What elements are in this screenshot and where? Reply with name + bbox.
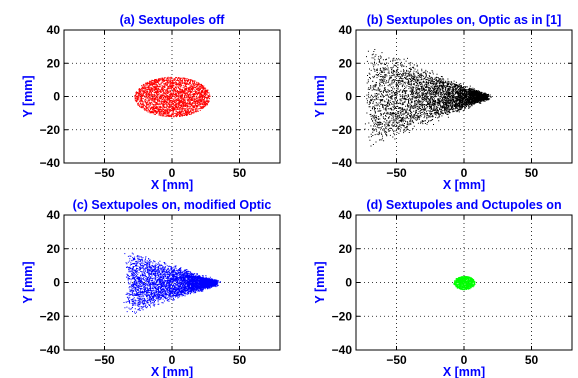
x-tick-label: 50 [233, 353, 247, 367]
y-tick-label: 40 [339, 208, 353, 222]
scatter-point [453, 275, 476, 291]
x-tick-label: 0 [169, 353, 176, 367]
x-tick-label: −50 [94, 166, 115, 180]
y-tick-label: −40 [332, 343, 353, 357]
y-tick-label: 20 [339, 56, 353, 70]
x-tick-label: 50 [233, 166, 247, 180]
y-axis-label: Y [mm] [21, 261, 35, 303]
scatter-points [134, 76, 211, 118]
scatter-points [453, 275, 476, 291]
y-tick-label: 20 [47, 242, 61, 256]
x-tick-label: 0 [461, 166, 468, 180]
x-tick-label: −50 [386, 353, 407, 367]
y-axis-label: Y [mm] [313, 261, 327, 303]
x-axis-label: X [mm] [151, 178, 193, 192]
y-tick-label: −40 [40, 156, 61, 170]
scatter-point [123, 252, 221, 314]
panel-a: −50 0 50 −40 −20 0 20 40 (a) Sextupoles off X [mm… [21, 13, 281, 192]
x-axis-label: X [mm] [443, 365, 485, 378]
y-tick-label: 40 [47, 23, 61, 37]
y-tick-label: −20 [40, 123, 61, 137]
x-tick-label: 0 [461, 353, 468, 367]
x-tick-label: −50 [94, 353, 115, 367]
x-axis-label: X [mm] [443, 178, 485, 192]
scatter-points [364, 49, 492, 147]
panel-title: (c) Sextupoles on, modified Optic [73, 198, 272, 212]
scatter-point [134, 76, 211, 118]
y-axis-label: Y [mm] [313, 75, 327, 117]
panel-c: −50 0 50 −40 −20 0 20 40 (c) Sextupoles on, modi… [21, 198, 281, 378]
y-tick-label: 40 [339, 23, 353, 37]
panel-title: (b) Sextupoles on, Optic as in [1] [367, 13, 561, 27]
y-tick-label: 40 [47, 208, 61, 222]
x-tick-label: 50 [525, 166, 539, 180]
y-tick-label: −40 [40, 343, 61, 357]
x-tick-label: −50 [386, 166, 407, 180]
panel-title: (a) Sextupoles off [120, 13, 226, 27]
panel-title: (d) Sextupoles and Octupoles on [366, 198, 561, 212]
y-tick-label: 0 [53, 276, 60, 290]
scatter-points [123, 252, 221, 314]
y-axis-label: Y [mm] [21, 75, 35, 117]
scatter-point [364, 49, 492, 147]
y-tick-label: −20 [40, 309, 61, 323]
panel-d: −50 0 50 −40 −20 0 20 40 (d) Sextupoles and Octu… [313, 198, 573, 378]
y-tick-label: −40 [332, 156, 353, 170]
y-tick-label: 0 [345, 276, 352, 290]
x-tick-label: 0 [169, 166, 176, 180]
panel-b: −50 0 50 −40 −20 0 20 40 (b) Sextupoles on, Opti… [313, 13, 573, 192]
x-tick-label: 50 [525, 353, 539, 367]
y-tick-label: −20 [332, 309, 353, 323]
y-tick-label: 20 [339, 242, 353, 256]
y-tick-label: 0 [345, 90, 352, 104]
y-tick-label: 20 [47, 56, 61, 70]
x-axis-label: X [mm] [151, 365, 193, 378]
y-tick-label: −20 [332, 123, 353, 137]
y-tick-label: 0 [53, 90, 60, 104]
